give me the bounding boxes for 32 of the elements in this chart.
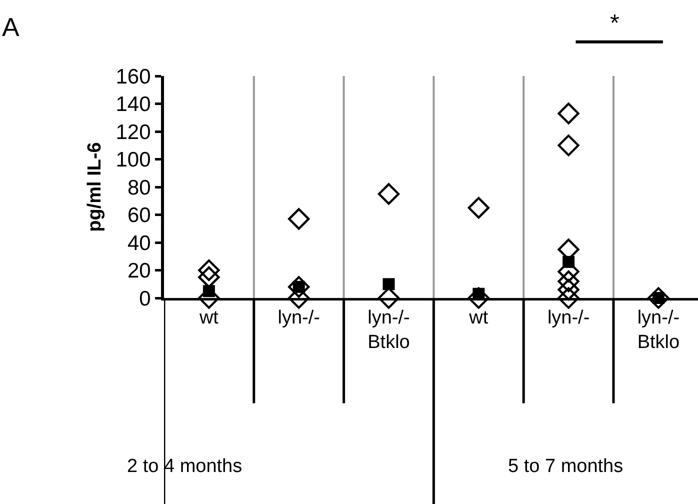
point [198, 259, 220, 282]
x-tick-label: lyn-/- [547, 307, 590, 328]
text: 5 to 7 months [508, 456, 624, 477]
point [288, 208, 310, 230]
x-tick-label: lyn-/- Btklo [637, 307, 680, 353]
y-tick-label: 140 [116, 93, 151, 116]
x-tick-label: lyn-/- Btklo [368, 307, 410, 353]
x-tick-label: lyn-/- [278, 307, 320, 328]
y-axis-title: pg/ml IL-6 [84, 142, 106, 232]
text: 2 to 4 months [127, 456, 242, 477]
y-tick-label: 0 [139, 287, 151, 310]
text: * [610, 10, 620, 37]
y-tick-label: 100 [116, 148, 151, 172]
point [558, 287, 580, 309]
point [468, 287, 490, 309]
point [468, 196, 490, 219]
point [378, 183, 400, 205]
y-tick-label: 40 [127, 232, 151, 255]
x-tick-label: wt [468, 307, 489, 328]
text: A [2, 12, 20, 42]
x-tick-label: wt [198, 307, 220, 328]
point [558, 134, 580, 156]
y-tick-label: 60 [127, 204, 151, 228]
point [288, 276, 310, 298]
y-tick-label: 20 [127, 260, 151, 283]
point [558, 270, 580, 292]
point [558, 278, 580, 301]
point [558, 102, 580, 124]
point [382, 278, 395, 290]
y-tick-label: 80 [127, 176, 151, 200]
y-tick-label: 120 [116, 120, 151, 144]
y-tick-label: 160 [116, 65, 151, 88]
